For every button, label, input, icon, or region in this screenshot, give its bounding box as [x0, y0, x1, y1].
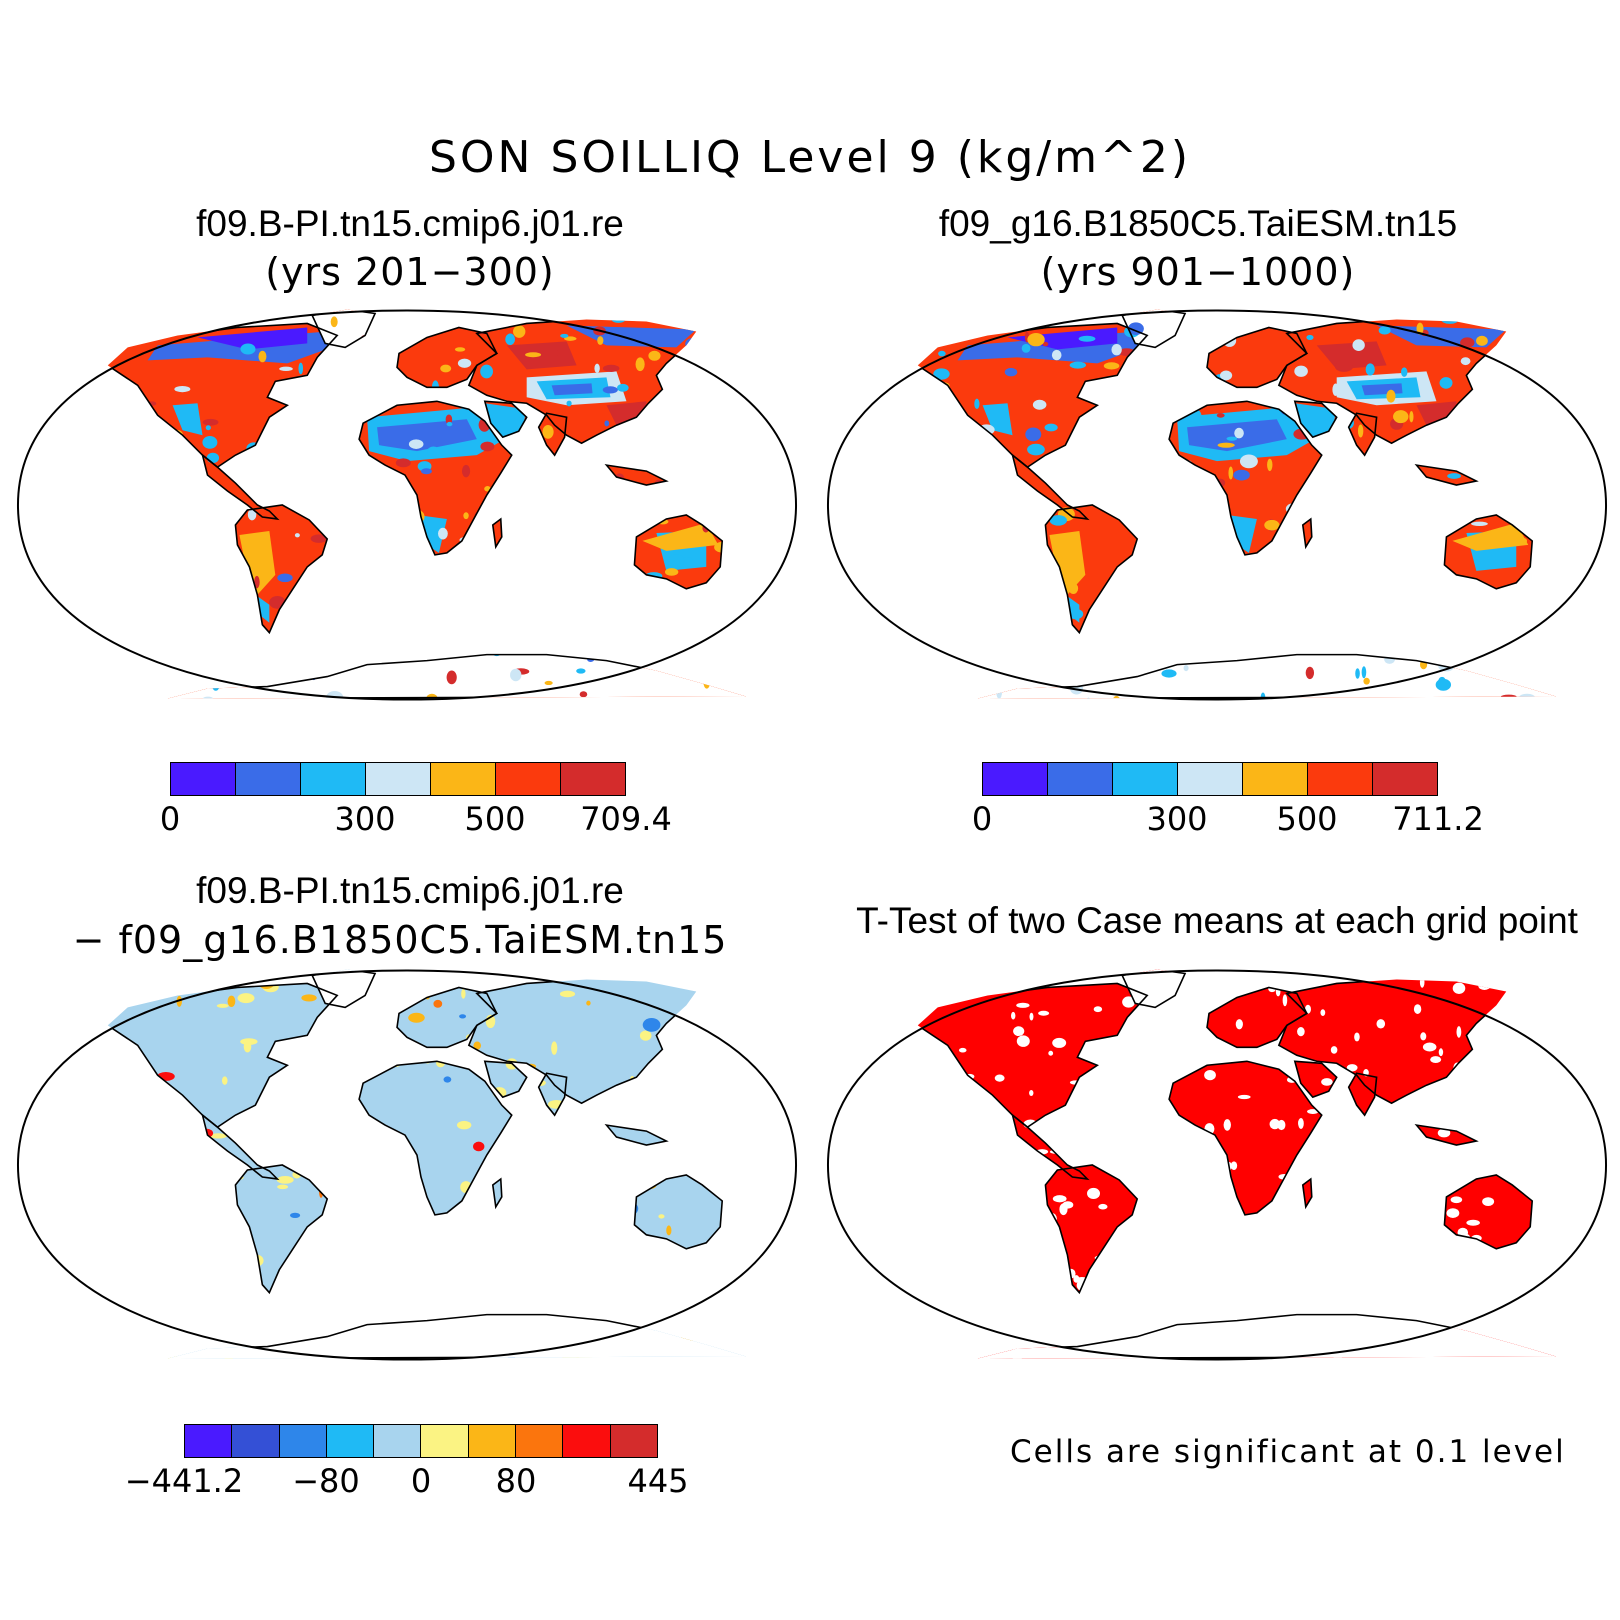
colorbar-tick-label: 0: [971, 800, 993, 838]
panel1-colorbar: [170, 762, 626, 796]
panel1-case-title: f09.B-PI.tn15.cmip6.j01.re: [196, 203, 624, 244]
map-projection-border: [826, 969, 1608, 1361]
colorbar-swatch: [171, 763, 236, 795]
colorbar-swatch: [496, 763, 561, 795]
panel1-years: (yrs 201−300): [265, 250, 555, 294]
colorbar-swatch: [563, 1425, 611, 1457]
colorbar-swatch: [1373, 763, 1437, 795]
figure-title: SON SOILLIQ Level 9 (kg/m^2): [428, 132, 1192, 183]
land-field: [107, 969, 747, 1359]
panel2-case-title: f09_g16.B1850C5.TaiESM.tn15: [938, 203, 1458, 244]
panel4-title: T-Test of two Case means at each grid po…: [856, 900, 1578, 941]
colorbar-swatch: [326, 1425, 375, 1457]
colorbar-tick-label: 0: [410, 1462, 432, 1500]
map-projection-border: [16, 309, 798, 701]
colorbar-tick-label: 0: [159, 800, 181, 838]
panel3-subtitle: − f09_g16.B1850C5.TaiESM.tn15: [72, 918, 728, 962]
colorbar-tick-label: −80: [292, 1462, 360, 1500]
colorbar-swatch: [301, 763, 366, 795]
colorbar-swatch: [279, 1425, 327, 1457]
colorbar-swatch: [1178, 763, 1243, 795]
coastlines: [106, 970, 747, 1360]
panel2-years: (yrs 901−1000): [1040, 250, 1356, 294]
colorbar-swatch: [468, 1425, 517, 1457]
colorbar-tick-label: 500: [1276, 800, 1338, 838]
colorbar-swatch: [374, 1425, 422, 1457]
colorbar-swatch: [516, 1425, 564, 1457]
colorbar-tick-label: 80: [495, 1462, 537, 1500]
colorbar-swatch: [1048, 763, 1113, 795]
panel4-significance-note: Cells are significant at 0.1 level: [1010, 1434, 1566, 1470]
colorbar-swatch: [1243, 763, 1308, 795]
colorbar-swatch: [610, 1425, 657, 1457]
colorbar-swatch: [366, 763, 431, 795]
colorbar-swatch: [185, 1425, 233, 1457]
colorbar-swatch: [236, 763, 301, 795]
colorbar-tick-label: 709.4: [580, 800, 672, 838]
colorbar-swatch: [232, 1425, 280, 1457]
panel3-map: [16, 969, 798, 1361]
land-field: [107, 309, 747, 699]
colorbar-swatch: [1308, 763, 1373, 795]
panel4-map: [826, 969, 1608, 1361]
colorbar-swatch: [431, 763, 496, 795]
colorbar-swatch: [983, 763, 1048, 795]
land-field: [917, 309, 1557, 699]
panel2-colorbar: [982, 762, 1438, 796]
panel3-colorbar: [184, 1424, 658, 1458]
colorbar-swatch: [1113, 763, 1178, 795]
colorbar-tick-label: 500: [464, 800, 526, 838]
panel3-case-title: f09.B-PI.tn15.cmip6.j01.re: [196, 870, 624, 911]
panel1-map: [16, 309, 798, 701]
panel2-map: [826, 309, 1608, 701]
map-projection-border: [16, 969, 798, 1361]
colorbar-tick-label: −441.2: [124, 1462, 244, 1500]
colorbar-tick-label: 300: [334, 800, 396, 838]
colorbar-tick-label: 711.2: [1392, 800, 1484, 838]
colorbar-tick-label: 445: [627, 1462, 689, 1500]
colorbar-swatch: [421, 1425, 469, 1457]
land-field: [917, 969, 1557, 1359]
map-projection-border: [826, 309, 1608, 701]
colorbar-swatch: [561, 763, 625, 795]
colorbar-tick-label: 300: [1146, 800, 1208, 838]
